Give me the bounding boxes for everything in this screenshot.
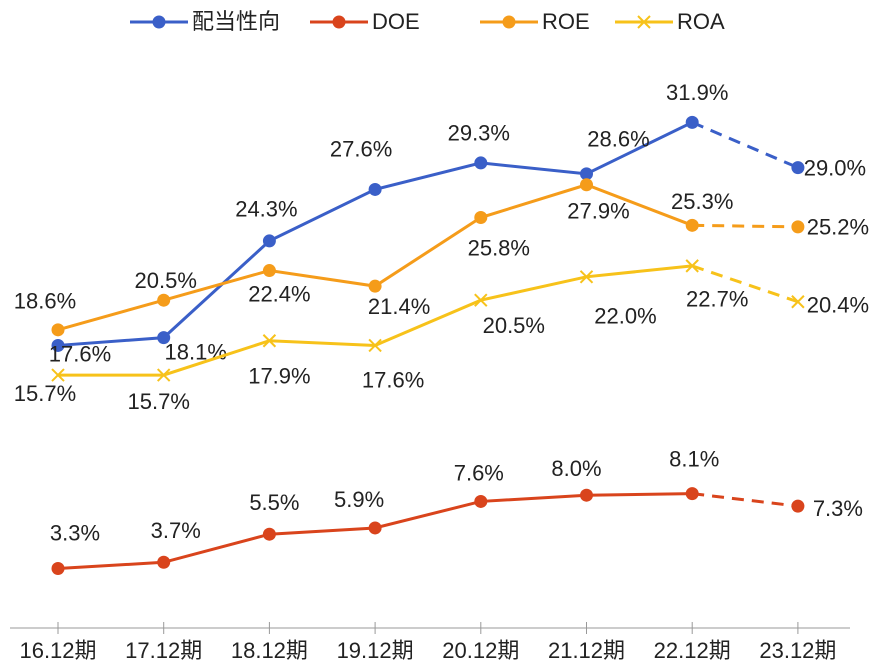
x-tick-label: 18.12期 [231, 638, 308, 662]
data-point [791, 295, 805, 309]
legend-label: ROA [677, 9, 725, 34]
data-point [580, 488, 593, 502]
legend-label: DOE [372, 9, 420, 34]
data-label: 22.4% [248, 281, 310, 306]
x-tick-label: 19.12期 [337, 638, 414, 662]
data-point [685, 259, 699, 273]
data-label: 28.6% [587, 127, 649, 152]
data-label: 20.5% [135, 268, 197, 293]
data-point [156, 368, 171, 382]
legend-marker [637, 15, 651, 29]
data-point [157, 331, 171, 345]
data-label: 3.7% [151, 518, 201, 543]
data-label: 27.6% [330, 136, 392, 161]
data-label: 17.6% [362, 367, 424, 392]
data-label: 22.7% [686, 287, 748, 312]
data-point [262, 527, 276, 541]
x-tick-label: 17.12期 [125, 638, 202, 662]
data-label: 25.2% [807, 215, 869, 240]
data-label: 8.0% [551, 456, 601, 481]
series-line-dashed [691, 120, 799, 169]
data-label: 7.6% [454, 460, 504, 485]
data-label: 17.6% [49, 341, 111, 366]
data-label: 31.9% [666, 80, 728, 105]
data-point [51, 323, 65, 337]
data-point [474, 211, 488, 225]
series-line-dashed [692, 492, 799, 508]
data-label: 27.9% [567, 199, 629, 224]
data-point [685, 487, 699, 501]
data-label: 7.3% [813, 496, 863, 521]
data-point [791, 499, 805, 513]
data-point [368, 338, 382, 353]
data-point [157, 293, 171, 307]
data-label: 5.9% [334, 487, 384, 512]
data-label: 22.0% [594, 304, 656, 329]
data-label: 8.1% [669, 446, 719, 471]
data-point [579, 270, 594, 284]
data-point [685, 115, 699, 129]
data-point [474, 156, 488, 170]
legend-label: ROE [542, 9, 590, 34]
data-point [580, 178, 593, 192]
data-point [791, 161, 805, 175]
data-point [51, 562, 65, 576]
legend-marker [152, 15, 166, 29]
data-point [157, 555, 171, 569]
data-label: 20.5% [483, 313, 545, 338]
series-line-dashed [692, 223, 798, 229]
data-label: 24.3% [235, 197, 297, 222]
data-point [262, 234, 276, 248]
data-label: 21.4% [368, 294, 430, 319]
data-point [262, 264, 276, 278]
data-point [791, 220, 805, 234]
data-label: 5.5% [249, 490, 299, 515]
data-point [580, 167, 593, 181]
data-label: 18.1% [165, 339, 227, 364]
data-label: 15.7% [128, 389, 190, 414]
data-label: 25.3% [671, 189, 733, 214]
legend-marker [332, 15, 346, 29]
data-label: 18.6% [14, 289, 76, 314]
x-tick-label: 23.12期 [759, 638, 836, 662]
data-point [262, 334, 277, 348]
legend-marker [502, 15, 516, 29]
data-label: 25.8% [468, 235, 530, 260]
data-label: 3.3% [50, 520, 100, 545]
legend-label: 配当性向 [192, 9, 280, 34]
x-tick-label: 21.12期 [548, 638, 625, 662]
x-tick-label: 16.12期 [19, 638, 96, 662]
data-label: 17.9% [248, 364, 310, 389]
data-point [368, 279, 382, 293]
data-point [685, 218, 699, 232]
data-label: 20.4% [807, 293, 869, 318]
data-label: 15.7% [14, 381, 76, 406]
data-point [368, 521, 382, 535]
data-point [474, 293, 488, 307]
data-point [474, 494, 488, 508]
data-point [51, 368, 65, 382]
data-label: 29.0% [804, 155, 866, 180]
data-label: 29.3% [448, 121, 510, 146]
data-point [51, 338, 65, 352]
x-tick-label: 20.12期 [442, 638, 519, 662]
data-point [368, 182, 382, 196]
x-tick-label: 22.12期 [654, 638, 731, 662]
